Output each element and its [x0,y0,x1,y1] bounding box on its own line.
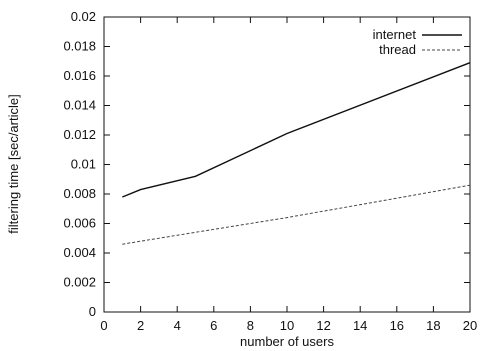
x-axis-label: number of users [240,334,334,349]
y-tick-label: 0.018 [63,39,96,54]
y-tick-label: 0.014 [63,98,96,113]
y-tick-label: 0.004 [63,245,96,260]
x-tick-label: 4 [174,318,181,333]
y-tick-label: 0.006 [63,216,96,231]
legend-label-internet: internet [373,27,417,42]
x-axis-ticks: 0 2 4 6 8 10 12 14 16 18 20 [100,17,477,333]
y-tick-label: 0.01 [71,157,96,172]
x-tick-label: 14 [353,318,367,333]
x-tick-label: 2 [137,318,144,333]
y-tick-label: 0.002 [63,275,96,290]
y-tick-label: 0.012 [63,127,96,142]
x-tick-label: 6 [210,318,217,333]
series-layer [122,62,471,245]
y-axis-ticks: 0 0.002 0.004 0.006 0.008 0.01 0.012 0.014 0.016… [63,9,470,319]
x-tick-label: 10 [280,318,294,333]
x-tick-label: 16 [390,318,404,333]
y-axis-label: filtering time [sec/article] [6,94,21,233]
series-line-internet [122,62,471,198]
series-line-thread [122,184,471,245]
x-tick-label: 8 [247,318,254,333]
y-tick-label: 0.02 [71,9,96,24]
y-tick-label: 0.016 [63,68,96,83]
x-tick-label: 0 [100,318,107,333]
x-tick-label: 20 [463,318,477,333]
y-tick-label: 0 [89,304,96,319]
x-tick-label: 18 [426,318,440,333]
plot-frame [103,16,471,313]
y-tick-label: 0.008 [63,186,96,201]
x-tick-label: 12 [316,318,330,333]
legend-label-thread: thread [379,42,416,57]
